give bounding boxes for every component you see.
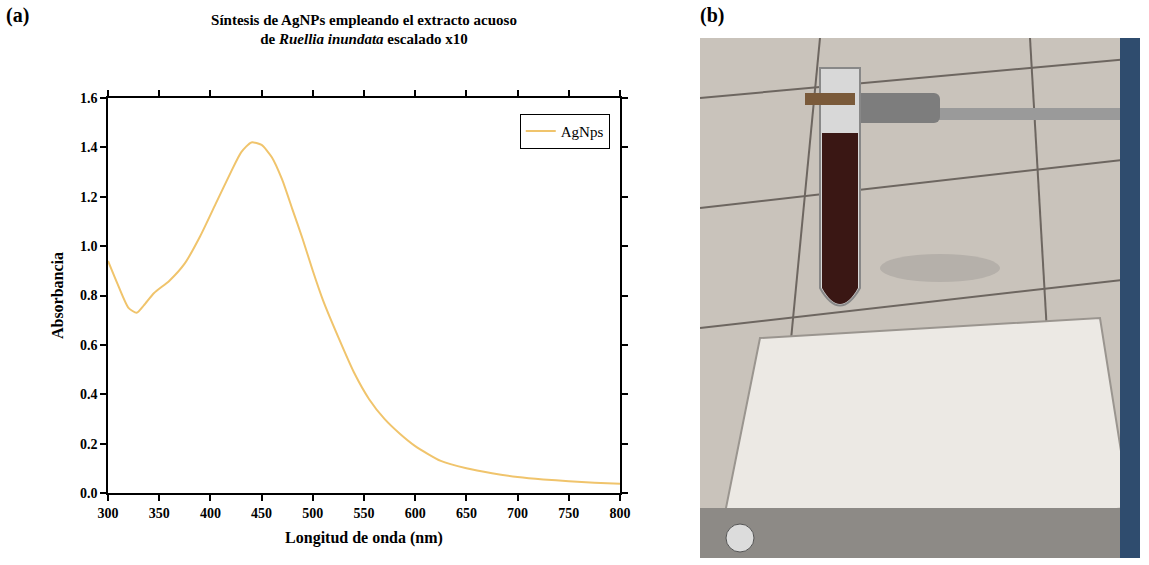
html-text:(b): (b) — [700, 4, 725, 26]
svg-text:0.8: 0.8 — [80, 288, 98, 303]
svg-text:750: 750 — [558, 506, 579, 521]
svg-text:650: 650 — [456, 506, 477, 521]
svg-text:350: 350 — [149, 506, 170, 521]
svg-text:400: 400 — [200, 506, 221, 521]
svg-text:Longitud de onda (nm): Longitud de onda (nm) — [285, 529, 443, 547]
svg-text:1.6: 1.6 — [80, 91, 98, 106]
svg-text:800: 800 — [610, 506, 631, 521]
svg-text:700: 700 — [507, 506, 528, 521]
svg-text:Absorbancia: Absorbancia — [49, 252, 66, 339]
svg-text:0.0: 0.0 — [80, 486, 98, 501]
svg-text:300: 300 — [98, 506, 119, 521]
svg-text:550: 550 — [354, 506, 375, 521]
svg-text:0.2: 0.2 — [80, 437, 98, 452]
svg-text:0.6: 0.6 — [80, 338, 98, 353]
svg-text:1.0: 1.0 — [80, 239, 98, 254]
svg-text:600: 600 — [405, 506, 426, 521]
html-text:(a): (a) — [6, 4, 30, 26]
svg-text:500: 500 — [302, 506, 323, 521]
svg-text:450: 450 — [251, 506, 272, 521]
svg-text:Síntesis de AgNPs empleando el: Síntesis de AgNPs empleando el extracto … — [211, 12, 517, 48]
svg-text:1.4: 1.4 — [80, 140, 98, 155]
svg-text:0.4: 0.4 — [80, 387, 98, 402]
svg-text:1.2: 1.2 — [80, 190, 98, 205]
svg-text:AgNps: AgNps — [561, 124, 604, 140]
